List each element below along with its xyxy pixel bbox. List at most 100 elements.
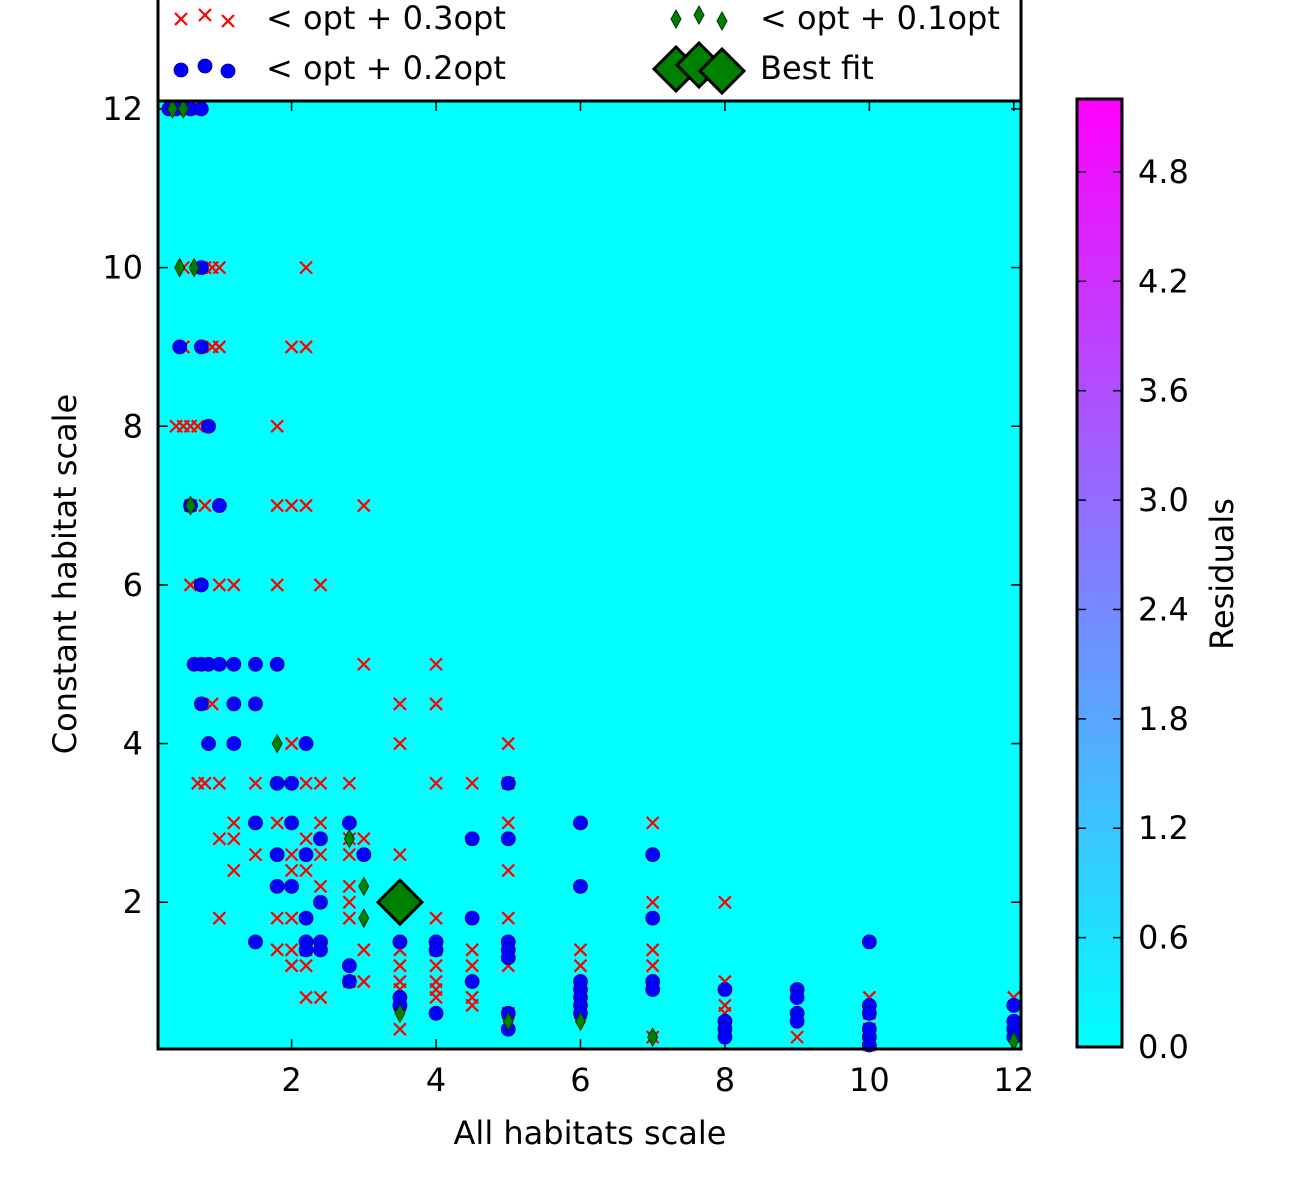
x-stroke bbox=[393, 697, 407, 711]
point-opt03 bbox=[227, 578, 241, 592]
y-tick-label: 4 bbox=[123, 725, 143, 763]
point-opt02 bbox=[284, 775, 300, 791]
point-opt02 bbox=[298, 942, 314, 958]
x-stroke bbox=[393, 1022, 407, 1036]
x-stroke bbox=[299, 958, 313, 973]
x-tick-label: 6 bbox=[570, 1061, 590, 1099]
point-opt02 bbox=[248, 656, 263, 672]
point-opt03 bbox=[270, 578, 284, 592]
point-opt03 bbox=[393, 958, 407, 973]
colorbar-tick-label: 1.2 bbox=[1138, 809, 1189, 847]
point-opt02 bbox=[193, 696, 209, 712]
x-stroke bbox=[284, 847, 299, 862]
point-opt03 bbox=[284, 958, 299, 973]
colorbar-tick-label: 3.0 bbox=[1138, 481, 1189, 519]
point-opt02 bbox=[392, 934, 408, 950]
x-stroke bbox=[205, 697, 219, 711]
x-stroke bbox=[198, 776, 212, 791]
x-stroke bbox=[284, 340, 299, 354]
point-opt02 bbox=[298, 910, 314, 926]
point-opt01 bbox=[358, 908, 370, 929]
point-opt02 bbox=[1006, 997, 1022, 1013]
point-opt03 bbox=[270, 498, 284, 513]
x-stroke bbox=[357, 657, 371, 672]
point-opt01 bbox=[177, 98, 189, 119]
x-stroke bbox=[501, 736, 516, 751]
point-opt02 bbox=[500, 950, 516, 966]
x-stroke bbox=[357, 974, 371, 989]
point-opt03 bbox=[227, 831, 241, 846]
point-opt02 bbox=[341, 958, 357, 974]
x-stroke bbox=[284, 958, 299, 973]
point-opt03 bbox=[270, 419, 284, 434]
point-opt02 bbox=[645, 982, 661, 997]
x-stroke bbox=[299, 260, 313, 275]
x-stroke bbox=[299, 498, 313, 513]
point-opt03 bbox=[270, 816, 284, 830]
point-opt03 bbox=[190, 419, 205, 434]
point-opt03 bbox=[299, 776, 313, 791]
point-opt02 bbox=[861, 934, 877, 950]
point-opt03 bbox=[299, 958, 313, 973]
x-stroke bbox=[465, 776, 479, 791]
y-tick-label: 8 bbox=[123, 407, 143, 445]
point-opt03 bbox=[342, 879, 357, 894]
point-opt02 bbox=[193, 339, 209, 355]
point-opt03 bbox=[198, 498, 212, 513]
x-stroke bbox=[284, 943, 299, 957]
x-stroke bbox=[393, 736, 407, 751]
x-stroke bbox=[357, 943, 371, 957]
y-tick-label: 10 bbox=[102, 249, 143, 287]
point-opt01 bbox=[343, 828, 355, 849]
point-opt02 bbox=[248, 815, 263, 831]
x-tick-label: 12 bbox=[993, 1061, 1034, 1099]
point-opt03 bbox=[501, 911, 516, 925]
legend-marker-opt03 bbox=[174, 12, 188, 26]
point-opt03 bbox=[645, 958, 660, 973]
point-opt02 bbox=[298, 736, 314, 751]
x-stroke bbox=[790, 1030, 804, 1044]
point-opt02 bbox=[789, 1013, 805, 1029]
x-stroke bbox=[465, 998, 479, 1013]
x-stroke bbox=[465, 958, 479, 973]
x-stroke bbox=[299, 990, 313, 1005]
point-opt03 bbox=[299, 863, 313, 878]
legend-marker-opt02 bbox=[220, 63, 236, 79]
point-opt03 bbox=[313, 578, 328, 592]
x-stroke bbox=[284, 736, 299, 751]
x-stroke bbox=[198, 498, 212, 513]
point-opt03 bbox=[465, 776, 479, 791]
x-stroke bbox=[212, 831, 227, 846]
point-opt02 bbox=[226, 656, 242, 672]
point-opt03 bbox=[284, 863, 299, 878]
point-opt03 bbox=[212, 340, 227, 354]
point-opt02 bbox=[248, 934, 263, 950]
point-opt03 bbox=[357, 943, 371, 957]
point-opt03 bbox=[393, 847, 407, 862]
x-stroke bbox=[198, 8, 212, 22]
x-stroke bbox=[342, 879, 357, 894]
x-stroke bbox=[342, 895, 357, 910]
point-opt03 bbox=[342, 895, 357, 910]
x-axis-label: All habitats scale bbox=[454, 1114, 727, 1152]
legend-marker-opt02 bbox=[173, 62, 189, 78]
x-stroke bbox=[465, 943, 479, 957]
x-stroke bbox=[221, 14, 235, 28]
point-opt03 bbox=[429, 776, 443, 791]
x-stroke bbox=[174, 12, 188, 26]
x-stroke bbox=[313, 776, 328, 791]
legend-marker-best-fit bbox=[697, 46, 747, 96]
legend-marker-opt01 bbox=[670, 8, 682, 30]
x-stroke bbox=[357, 498, 371, 513]
x-tick-label: 2 bbox=[281, 1061, 301, 1099]
x-stroke bbox=[299, 776, 313, 791]
x-stroke bbox=[313, 847, 328, 862]
legend: < opt + 0.3opt < opt + 0.2opt < opt + 0.… bbox=[156, 0, 1023, 103]
point-opt03 bbox=[465, 943, 479, 957]
point-opt03 bbox=[357, 831, 371, 846]
series-2 bbox=[166, 98, 1020, 1052]
legend-box bbox=[156, 0, 1023, 103]
x-stroke bbox=[270, 816, 284, 830]
point-opt03 bbox=[342, 911, 357, 925]
x-stroke bbox=[429, 776, 443, 791]
